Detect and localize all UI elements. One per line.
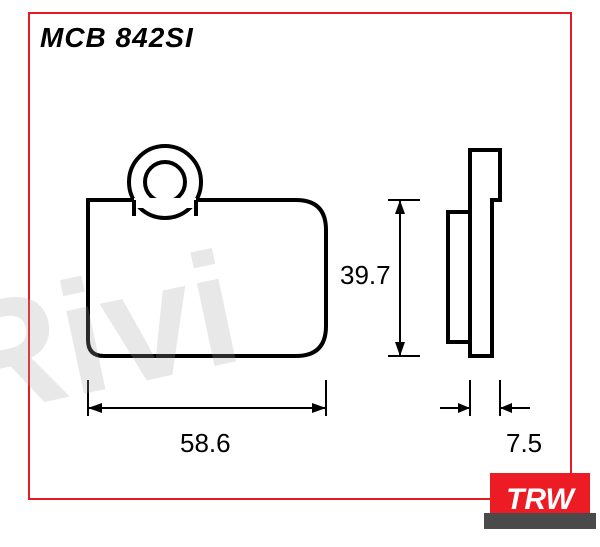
brake-pad-front-view	[50, 120, 360, 400]
svg-text:TRW: TRW	[506, 483, 576, 516]
height-label: 39.7	[340, 260, 391, 291]
thickness-label: 7.5	[506, 428, 542, 459]
trw-logo: TRW	[480, 465, 600, 535]
technical-diagram: 58.6 39.7 7.5	[40, 100, 560, 480]
brake-pad-side-view	[430, 120, 550, 400]
width-label: 58.6	[180, 428, 231, 459]
part-number-label: MCB 842SI	[40, 22, 194, 54]
